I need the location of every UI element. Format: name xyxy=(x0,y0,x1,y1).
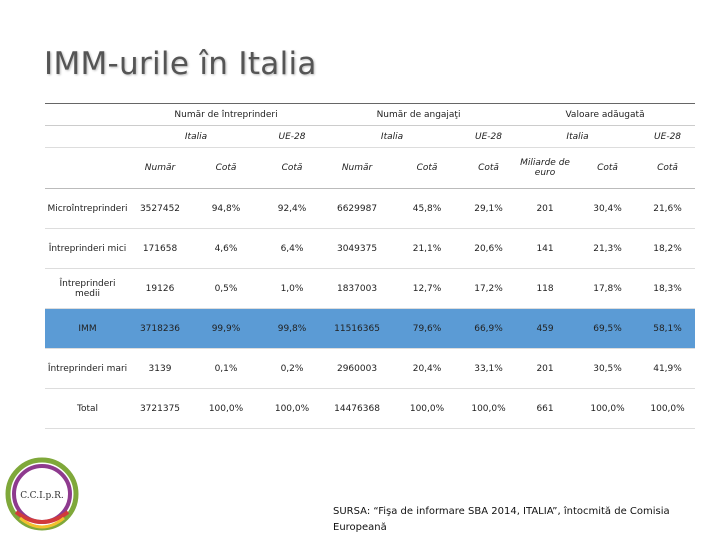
table-row: Întreprinderi mici 171658 4,6% 6,4% 3049375 2… xyxy=(45,228,696,269)
table-row: Total 3721375 100,0% 100,0% 14476368 100,0% 10… xyxy=(45,388,696,429)
row-label: Întreprinderi mici xyxy=(45,228,130,269)
column-header-row: Număr Cotă Cotă Număr Cotă Cotă Miliarde de eu… xyxy=(45,147,696,189)
table-cell: 94,8% xyxy=(190,188,262,229)
table-cell: 2960003 xyxy=(322,348,393,389)
column-header: Cotă xyxy=(262,147,323,189)
column-header: Cotă xyxy=(640,147,696,189)
table-cell: 3049375 xyxy=(322,228,393,269)
table-row: Întreprinderi medii 19126 0,5% 1,0% 1837003 1… xyxy=(45,268,696,309)
table-cell: 79,6% xyxy=(392,308,463,349)
table-cell: 100,0% xyxy=(262,388,323,429)
table-cell: 21,3% xyxy=(575,228,641,269)
table-row: Microîntreprinderi 3527452 94,8% 92,4% 66299… xyxy=(45,188,696,229)
table-cell: 66,9% xyxy=(462,308,516,349)
table-cell: 100,0% xyxy=(575,388,641,429)
region-header-row: Italia UE-28 Italia UE-28 Italia UE-28 xyxy=(45,125,696,148)
column-header: Miliarde de euro xyxy=(515,147,576,189)
table-cell: 141 xyxy=(515,228,576,269)
table-cell: 29,1% xyxy=(462,188,516,229)
row-label: IMM xyxy=(45,308,130,349)
row-label: Total xyxy=(45,388,130,429)
column-header: Cotă xyxy=(575,147,641,189)
table-cell: 12,7% xyxy=(392,268,463,309)
table-cell: 14476368 xyxy=(322,388,393,429)
logo-arc xyxy=(14,510,70,524)
table-cell: 171658 xyxy=(130,228,190,269)
group-header: Număr de angajaţi xyxy=(322,103,516,126)
column-header: Număr xyxy=(130,147,190,189)
row-label: Întreprinderi mari xyxy=(45,348,130,389)
table-cell: 1,0% xyxy=(262,268,323,309)
table-cell: 30,5% xyxy=(575,348,641,389)
table-cell: 41,9% xyxy=(640,348,696,389)
table-cell: 3527452 xyxy=(130,188,190,229)
column-header: Cotă xyxy=(190,147,262,189)
corner-cell xyxy=(45,125,130,148)
table-cell: 459 xyxy=(515,308,576,349)
table-cell: 4,6% xyxy=(190,228,262,269)
table-cell: 30,4% xyxy=(575,188,641,229)
table-cell: 21,1% xyxy=(392,228,463,269)
table-cell: 6,4% xyxy=(262,228,323,269)
table-cell: 21,6% xyxy=(640,188,696,229)
table-cell: 3139 xyxy=(130,348,190,389)
source-note: SURSA: “Fişa de informare SBA 2014, ITAL… xyxy=(333,506,670,533)
table-cell: 201 xyxy=(515,348,576,389)
slide-title: IMM-urile în Italia xyxy=(44,46,317,82)
corner-cell xyxy=(45,147,130,189)
group-header: Număr de întreprinderi xyxy=(130,103,323,126)
table-cell: 20,6% xyxy=(462,228,516,269)
group-header-row: Număr de întreprinderi Număr de angajaţi V… xyxy=(45,103,696,126)
table-cell: 201 xyxy=(515,188,576,229)
column-header: Cotă xyxy=(462,147,516,189)
table-cell: 17,8% xyxy=(575,268,641,309)
table-cell: 0,1% xyxy=(190,348,262,389)
table-cell: 661 xyxy=(515,388,576,429)
row-label: Microîntreprinderi xyxy=(45,188,130,229)
table-cell: 100,0% xyxy=(392,388,463,429)
table-cell: 18,3% xyxy=(640,268,696,309)
region-header: UE-28 xyxy=(462,125,516,148)
column-header: Număr xyxy=(322,147,393,189)
table-cell: 118 xyxy=(515,268,576,309)
table-cell: 100,0% xyxy=(640,388,696,429)
table-cell: 20,4% xyxy=(392,348,463,389)
table-cell: 18,2% xyxy=(640,228,696,269)
table-cell: 33,1% xyxy=(462,348,516,389)
logo-arc xyxy=(19,516,65,529)
region-header: Italia xyxy=(515,125,641,148)
table-cell: 17,2% xyxy=(462,268,516,309)
table-cell: 11516365 xyxy=(322,308,393,349)
region-header: Italia xyxy=(130,125,262,148)
table-row: IMM 3718236 99,9% 99,8% 11516365 79,6% 66,9% 45… xyxy=(45,308,696,349)
table-cell: 100,0% xyxy=(190,388,262,429)
table-cell: 1837003 xyxy=(322,268,393,309)
table-cell: 0,5% xyxy=(190,268,262,309)
table-cell: 3718236 xyxy=(130,308,190,349)
logo-text: C.C.I.p.R. xyxy=(20,491,64,501)
table-cell: 0,2% xyxy=(262,348,323,389)
table-cell: 3721375 xyxy=(130,388,190,429)
column-header: Cotă xyxy=(392,147,463,189)
table-cell: 19126 xyxy=(130,268,190,309)
table-cell: 6629987 xyxy=(322,188,393,229)
logo: C.C.I.p.R. xyxy=(5,457,79,531)
corner-cell xyxy=(45,103,130,126)
table-cell: 69,5% xyxy=(575,308,641,349)
data-table: Număr de întreprinderi Număr de angajaţi V… xyxy=(45,103,696,429)
table-cell: 58,1% xyxy=(640,308,696,349)
table-cell: 99,9% xyxy=(190,308,262,349)
table-cell: 99,8% xyxy=(262,308,323,349)
table-cell: 45,8% xyxy=(392,188,463,229)
table-cell: 100,0% xyxy=(462,388,516,429)
region-header: Italia xyxy=(322,125,463,148)
table-row: Întreprinderi mari 3139 0,1% 0,2% 2960003 20,… xyxy=(45,348,696,389)
region-header: UE-28 xyxy=(262,125,323,148)
row-label: Întreprinderi medii xyxy=(45,268,130,309)
region-header: UE-28 xyxy=(640,125,696,148)
table-cell: 92,4% xyxy=(262,188,323,229)
group-header: Valoare adăugată xyxy=(515,103,696,126)
